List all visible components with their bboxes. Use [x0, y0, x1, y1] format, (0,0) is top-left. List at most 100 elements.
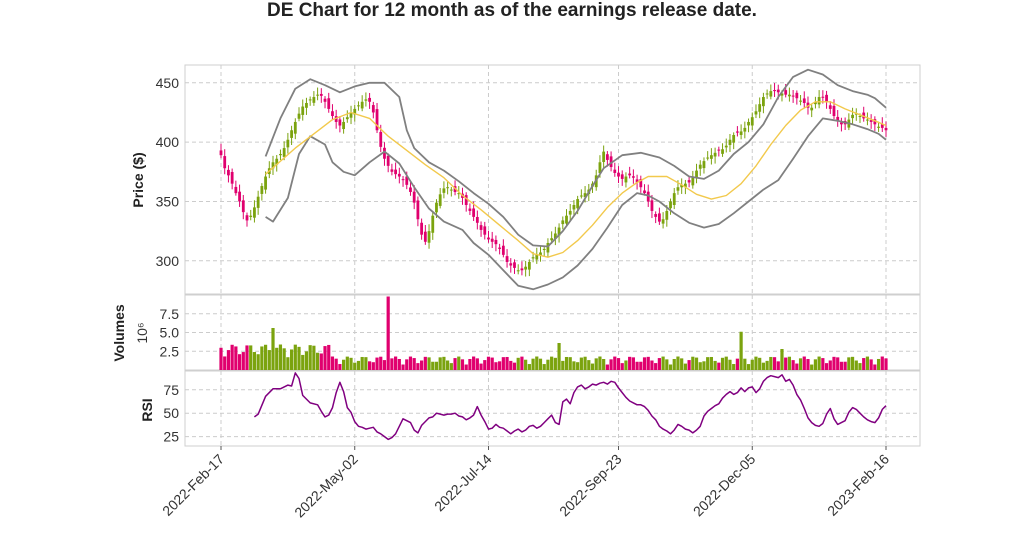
candle-body: [788, 94, 791, 97]
x-tick-label: 2022-Sep-23: [556, 451, 625, 520]
candle-body: [412, 191, 416, 203]
volume-bar: [739, 331, 743, 370]
volume-bar: [520, 356, 524, 370]
candle-body: [442, 188, 446, 193]
candle-body: [305, 102, 308, 108]
x-tick-label: 2023-Feb-16: [824, 451, 892, 519]
candle-body: [828, 105, 832, 109]
volume-bar: [282, 348, 286, 370]
candle-body: [884, 127, 888, 131]
candle-body: [308, 99, 312, 101]
candle-body: [371, 105, 375, 113]
volume-bar: [453, 358, 457, 370]
volume-group: [219, 296, 888, 370]
volume-bar: [356, 360, 361, 370]
candle-body: [795, 92, 799, 99]
candle-body: [368, 97, 372, 102]
volume-bar: [862, 358, 866, 370]
rsi-line: [253, 372, 887, 441]
volume-bar: [776, 361, 780, 370]
candle-body: [501, 245, 505, 255]
candle-body: [605, 154, 609, 160]
volume-bar: [880, 356, 884, 370]
volume-bar: [472, 356, 476, 370]
candle-body: [379, 131, 383, 147]
candle-body: [342, 121, 345, 130]
rsi-axis-label: RSI: [139, 398, 155, 421]
volume-bar: [572, 361, 576, 370]
volume-bar: [639, 361, 643, 370]
candle-body: [709, 155, 713, 159]
candle-body: [279, 153, 282, 156]
candle-body: [561, 220, 565, 225]
candle-body: [791, 95, 795, 97]
candle-body: [654, 214, 658, 217]
volume-bar: [750, 359, 754, 370]
volume-bar: [271, 328, 275, 370]
candle-body: [227, 169, 230, 176]
volume-bar: [464, 364, 468, 370]
candle-body: [386, 155, 390, 166]
candle-body: [840, 122, 843, 125]
volume-bar: [319, 353, 323, 370]
volume-bar: [761, 362, 766, 370]
candle-body: [349, 112, 353, 118]
candle-body: [866, 119, 869, 121]
candle-body: [825, 94, 828, 102]
candle-body: [713, 152, 717, 157]
candle-body: [223, 156, 227, 169]
volume-bar: [661, 356, 665, 370]
volume-bar: [680, 358, 684, 370]
volume-bar: [334, 358, 338, 370]
panel-frame-rsi: [184, 370, 921, 447]
volume-bar: [394, 356, 398, 370]
volume-bar: [223, 356, 227, 370]
volume-bar: [405, 359, 409, 370]
candle-body: [327, 98, 331, 109]
candle-body: [754, 111, 758, 115]
volume-bar: [758, 357, 762, 370]
volume-bar: [408, 356, 413, 370]
candle-body: [539, 252, 542, 255]
candle-body: [438, 194, 442, 206]
candle-body: [657, 213, 661, 222]
candle-body: [877, 126, 880, 128]
candle-body: [542, 248, 546, 250]
candle-body: [282, 148, 286, 157]
candle-body: [427, 231, 431, 243]
candle-body: [669, 201, 672, 209]
volume-bar: [512, 362, 517, 370]
volume-bar: [475, 358, 479, 370]
candle-body: [446, 187, 450, 189]
x-tick-label: 2022-Feb-17: [159, 451, 227, 519]
volume-bar: [550, 356, 554, 370]
candle-body: [724, 145, 728, 148]
candle-body: [643, 190, 646, 194]
volume-bar: [460, 359, 465, 370]
candle-body: [747, 121, 750, 126]
candle-body: [683, 183, 687, 188]
candle-body: [498, 247, 502, 249]
volume-bar: [787, 356, 792, 370]
volume-bar: [798, 358, 803, 370]
candle-body: [743, 127, 747, 132]
volume-bar: [538, 358, 543, 370]
candle-body: [472, 208, 476, 217]
volume-bar: [468, 358, 472, 370]
volume-bar: [780, 349, 784, 370]
volume-bar: [735, 358, 739, 370]
candle-body: [550, 238, 554, 241]
candle-body: [602, 151, 606, 162]
candle-body: [858, 116, 862, 118]
volume-bar: [241, 352, 245, 370]
y-tick-label: 7.5: [160, 306, 180, 322]
candle-body: [576, 199, 580, 209]
candle-body: [405, 176, 409, 185]
x-tick-label: 2022-Dec-05: [690, 451, 759, 520]
candle-body: [557, 227, 561, 236]
candle-body: [375, 109, 379, 131]
volume-bar: [531, 358, 535, 370]
volume-bar: [312, 345, 316, 370]
volume-bar: [865, 356, 870, 370]
price-axis-label: Price ($): [130, 152, 146, 207]
